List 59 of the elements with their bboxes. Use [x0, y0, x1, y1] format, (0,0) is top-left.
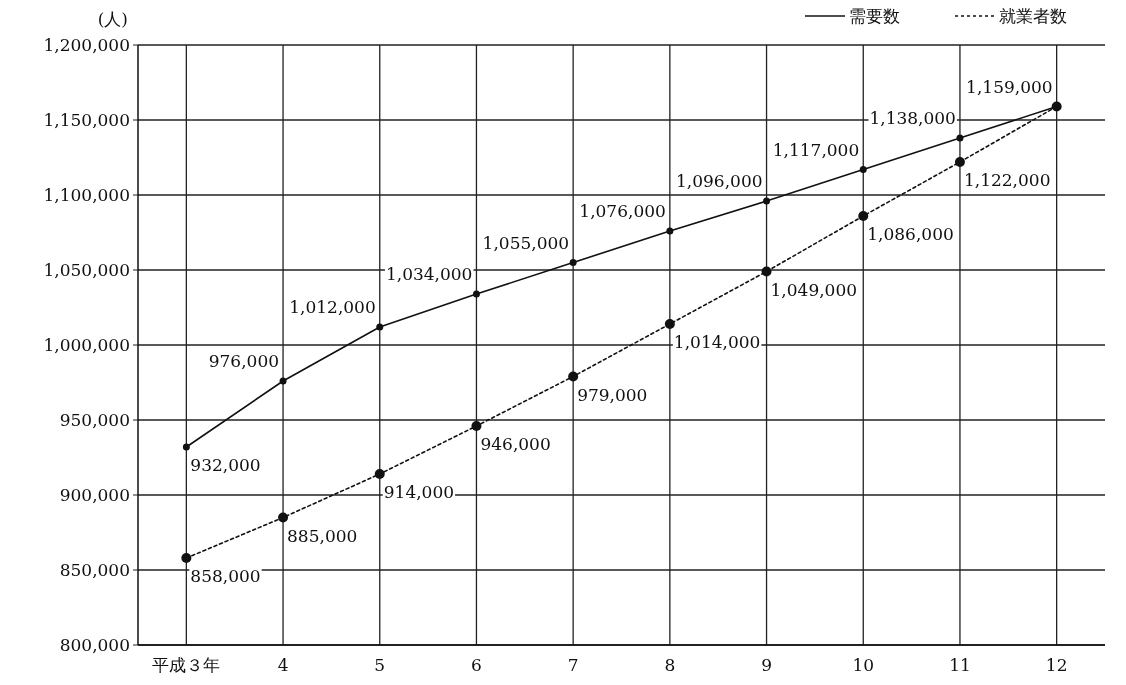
data-label: 1,096,000 — [676, 171, 763, 191]
x-tick-label: 7 — [567, 655, 579, 675]
point — [761, 266, 772, 277]
data-label: 1,049,000 — [770, 279, 858, 300]
x-tick-label: 4 — [277, 655, 289, 675]
y-axis-title: (人) — [97, 9, 128, 29]
data-label: 1,138,000 — [869, 108, 956, 128]
point — [858, 211, 869, 221]
data-label: 1,117,000 — [772, 139, 860, 160]
data-label: 979,000 — [577, 384, 648, 405]
data-label: 1,014,000 — [673, 332, 761, 352]
y-tick-label: 800,000 — [59, 635, 130, 655]
legend-label: 需要数 — [849, 6, 900, 26]
x-tick-label: 12 — [1045, 655, 1068, 675]
data-label: 946,000 — [480, 434, 551, 454]
x-tick-label: 11 — [949, 655, 971, 675]
y-tick-label: 1,100,000 — [43, 185, 130, 205]
data-label: 1,159,000 — [966, 76, 1053, 97]
point — [664, 319, 675, 329]
data-label: 932,000 — [190, 455, 261, 475]
point — [471, 421, 482, 431]
data-label: 1,055,000 — [482, 232, 570, 253]
legend-label: 就業者数 — [999, 6, 1067, 26]
y-tick-label: 850,000 — [59, 560, 130, 580]
y-tick-label: 900,000 — [59, 485, 130, 505]
point — [181, 553, 192, 563]
data-label: 1,122,000 — [963, 170, 1051, 190]
point — [666, 227, 674, 235]
y-tick-label: 1,000,000 — [43, 335, 130, 355]
y-tick-label: 1,200,000 — [43, 35, 130, 55]
point — [472, 290, 480, 298]
x-tick-label: 8 — [664, 655, 676, 675]
y-tick-label: 1,150,000 — [43, 110, 130, 130]
point — [568, 371, 579, 382]
x-tick-label: 5 — [374, 655, 386, 675]
x-tick-label: 平成３年 — [152, 655, 221, 675]
y-tick-label: 1,050,000 — [43, 260, 130, 280]
point — [956, 134, 964, 142]
data-label: 1,076,000 — [579, 201, 666, 221]
y-tick-label: 950,000 — [59, 410, 130, 430]
x-tick-label: 10 — [852, 655, 875, 675]
point — [376, 323, 384, 331]
data-label: 1,012,000 — [289, 297, 376, 317]
point — [763, 197, 771, 205]
point — [182, 443, 190, 451]
point — [569, 259, 577, 266]
point — [374, 469, 385, 479]
data-label: 1,086,000 — [867, 224, 954, 244]
point — [954, 157, 965, 167]
data-label: 976,000 — [208, 351, 280, 371]
point — [278, 512, 289, 523]
x-tick-label: 9 — [761, 655, 772, 675]
point — [279, 377, 287, 385]
data-label: 858,000 — [190, 566, 261, 586]
data-label: 1,034,000 — [385, 264, 473, 284]
data-label: 885,000 — [287, 525, 358, 546]
point — [859, 166, 867, 173]
x-tick-label: 6 — [471, 655, 482, 675]
data-label: 914,000 — [383, 482, 455, 502]
